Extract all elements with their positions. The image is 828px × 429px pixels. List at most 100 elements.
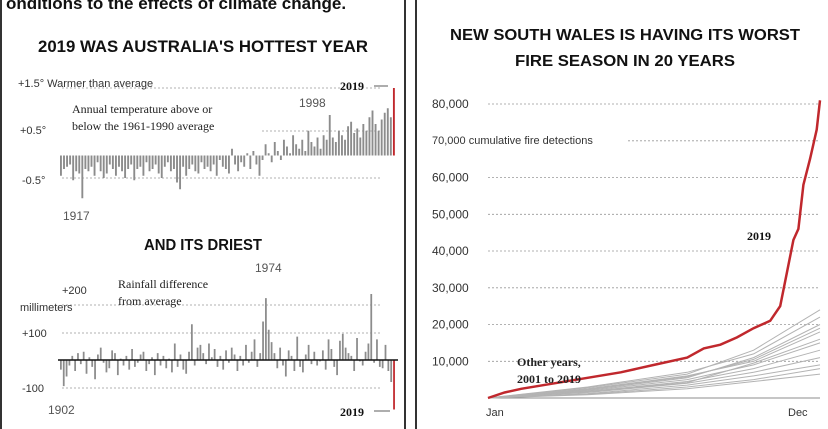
- temperature-bar: [212, 155, 215, 165]
- rainfall-bar: [290, 355, 293, 361]
- left-panel-border: [0, 0, 2, 429]
- temperature-bar: [237, 155, 240, 172]
- temperature-bar: [255, 155, 258, 165]
- temperature-label-2019: 2019: [340, 79, 364, 93]
- temperature-bar: [99, 155, 102, 172]
- rainfall-bar: [230, 347, 233, 361]
- temperature-bar: [90, 155, 93, 167]
- temperature-bar: [341, 135, 343, 156]
- rainfall-bar: [310, 360, 313, 365]
- temperature-bar: [215, 155, 218, 176]
- temperature-bar: [328, 115, 331, 156]
- rainfall-ytick-200: +200: [62, 285, 87, 297]
- temperature-bar: [264, 144, 267, 156]
- fire-line-other-year: [487, 373, 821, 399]
- rainfall-bar: [296, 336, 299, 361]
- rainfall-bar: [228, 360, 230, 363]
- fire-ytick-label: 80,000: [432, 97, 469, 111]
- temperature-bar: [289, 153, 291, 156]
- rainfall-bar: [102, 360, 105, 363]
- rainfall-bar: [213, 349, 216, 360]
- rainfall-bar: [347, 353, 350, 361]
- temperature-bar: [179, 155, 182, 190]
- temperature-bar: [322, 135, 325, 156]
- rainfall-bar: [299, 360, 301, 367]
- temperature-ytick-2: +0.5°: [20, 125, 46, 137]
- article-top-line: onditions to the effects of climate chan…: [6, 0, 347, 13]
- rainfall-bar: [145, 360, 148, 371]
- temperature-bar: [243, 155, 246, 167]
- temperature-bar: [292, 135, 295, 156]
- rainfall-bar: [136, 360, 139, 363]
- rainfall-bar: [108, 360, 111, 369]
- rainfall-ytick-minus-100: -100: [22, 383, 44, 395]
- rainfall-bar: [210, 357, 213, 360]
- temperature-ytick-3: -0.5°: [22, 175, 45, 187]
- temperature-bar: [365, 130, 368, 156]
- temperature-bar: [267, 153, 270, 156]
- temperature-bar: [121, 155, 123, 172]
- temperature-bar: [298, 148, 301, 156]
- rainfall-bar: [247, 360, 250, 363]
- rainfall-bar: [350, 355, 353, 361]
- rainfall-bar: [364, 351, 367, 360]
- rainfall-bar: [185, 360, 188, 374]
- rainfall-bar: [182, 360, 185, 370]
- rainfall-bar: [222, 360, 225, 370]
- rainfall-bar: [267, 329, 270, 360]
- rainfall-bar: [256, 360, 259, 367]
- temperature-bar: [87, 155, 90, 172]
- rainfall-bar: [205, 360, 207, 365]
- rainfall-bar: [219, 355, 222, 361]
- rainfall-bar: [105, 360, 108, 373]
- rainfall-bar: [282, 360, 284, 366]
- rainfall-bar: [307, 344, 310, 361]
- temperature-bar: [209, 155, 212, 172]
- rainfall-bar: [356, 338, 358, 360]
- temperature-bar: [160, 155, 163, 178]
- rainfall-bar: [156, 353, 159, 361]
- temperature-bar: [124, 155, 127, 178]
- temperature-bar: [325, 139, 328, 156]
- rainfall-annotation-line1: Rainfall difference: [118, 277, 208, 291]
- temperature-bar: [81, 155, 84, 199]
- rainfall-bar: [390, 360, 393, 382]
- temperature-bar: [228, 155, 230, 174]
- rainfall-bar: [142, 351, 145, 360]
- rainfall-bar: [341, 333, 344, 361]
- temperature-bar: [200, 155, 203, 163]
- temperature-bar: [316, 137, 319, 156]
- temperature-bar: [84, 155, 87, 169]
- temperature-bar: [359, 137, 362, 156]
- temperature-bar: [93, 155, 96, 176]
- rainfall-ytick-100: +100: [22, 328, 47, 340]
- rainfall-bar: [122, 360, 125, 366]
- temperature-bar: [261, 155, 264, 160]
- temperature-bar: [63, 155, 65, 169]
- temperature-bar: [154, 155, 157, 165]
- rainfall-bar: [159, 360, 162, 366]
- rainfall-bar: [367, 343, 370, 360]
- temperature-bar: [252, 151, 255, 156]
- temperature-bar: [203, 155, 206, 169]
- rainfall-bar: [321, 350, 324, 361]
- rainfall-bar: [65, 360, 68, 377]
- rainfall-bar: [171, 360, 173, 373]
- rainfall-bar: [276, 360, 279, 369]
- temperature-bar: [310, 142, 313, 156]
- rainfall-bars: [60, 294, 395, 410]
- rainfall-bar: [190, 324, 193, 360]
- temperature-bar: [353, 133, 356, 156]
- rainfall-bar: [153, 360, 156, 376]
- temperature-bar: [331, 137, 334, 156]
- rainfall-bar: [384, 344, 387, 361]
- fire-xtick-jan: Jan: [486, 407, 504, 419]
- rainfall-bar: [131, 349, 133, 360]
- temperature-chart-title: 2019 WAS AUSTRALIA'S HOTTEST YEAR: [38, 37, 368, 56]
- temperature-bar: [224, 155, 227, 169]
- rainfall-bar: [179, 354, 182, 360]
- rainfall-bar: [353, 360, 356, 371]
- temperature-bar: [374, 124, 377, 156]
- rainfall-bar: [97, 354, 99, 360]
- fire-line-other-year: [487, 327, 821, 399]
